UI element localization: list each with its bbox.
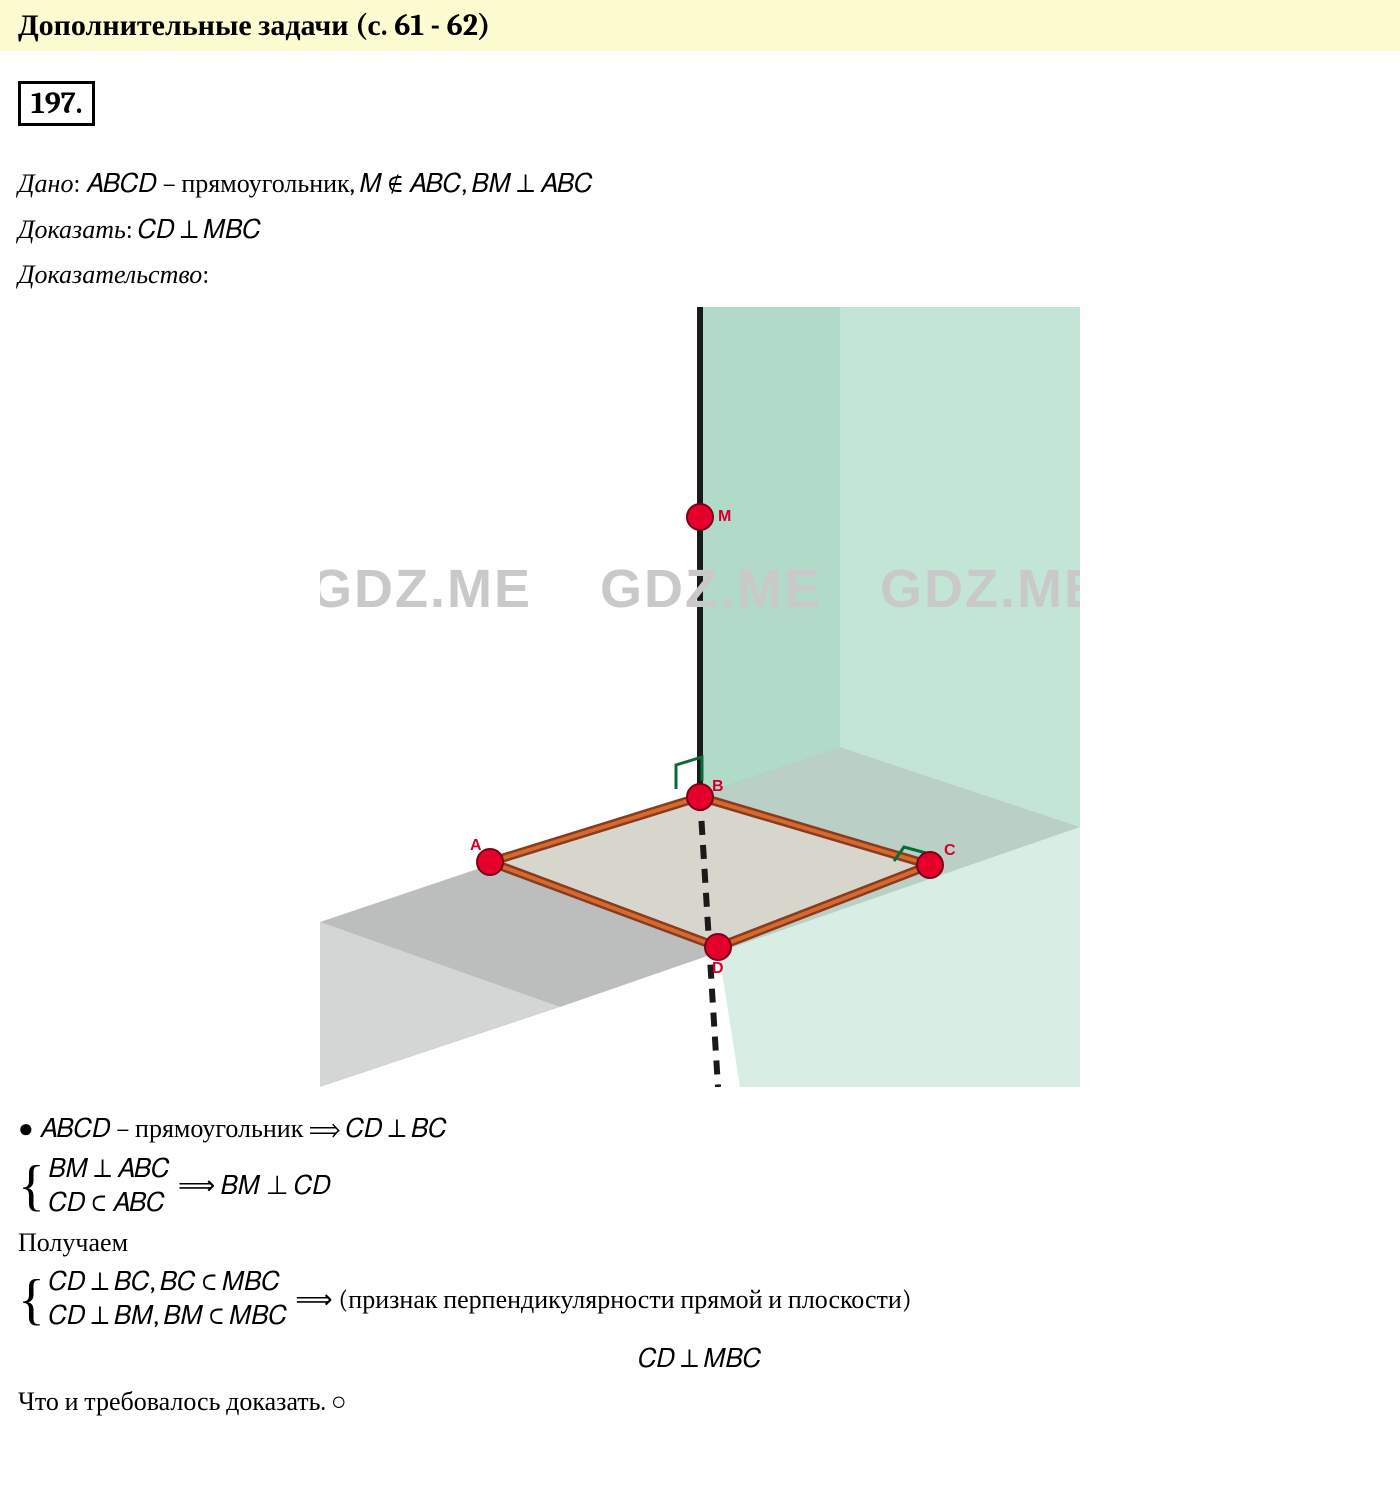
- got-text: Получаем: [18, 1228, 128, 1258]
- svg-text:M: M: [718, 508, 731, 525]
- brace-1-top: 𝐵𝑀 ⊥ 𝐴𝐵𝐶: [49, 1154, 170, 1184]
- geometry-figure: GDZ.ME GDZ.ME GDZ.ME A B C D M: [320, 307, 1080, 1087]
- proof-colon: :: [202, 260, 209, 290]
- prove-text: : 𝐶𝐷 ⊥ 𝑀𝐵𝐶: [126, 215, 261, 245]
- svg-text:GDZ.ME: GDZ.ME: [320, 559, 532, 619]
- brace-2-conclusion: ⟹ (признак перпендикулярности прямой и п…: [295, 1285, 911, 1315]
- prove-label: Доказать: [18, 215, 126, 245]
- svg-text:D: D: [712, 960, 724, 977]
- section-title: Дополнительные задачи (с. 61 - 62): [18, 8, 490, 43]
- brace-1-bot: 𝐶𝐷 ⊂ 𝐴𝐵𝐶: [49, 1188, 165, 1218]
- section-header: Дополнительные задачи (с. 61 - 62): [0, 0, 1400, 51]
- got-line: Получаем: [18, 1228, 1382, 1258]
- svg-text:C: C: [944, 842, 956, 859]
- svg-text:A: A: [470, 837, 482, 854]
- brace-2-top: 𝐶𝐷 ⊥ 𝐵𝐶, 𝐵𝐶 ⊂ 𝑀𝐵𝐶: [49, 1267, 280, 1297]
- brace-2-content: 𝐶𝐷 ⊥ 𝐵𝐶, 𝐵𝐶 ⊂ 𝑀𝐵𝐶 𝐶𝐷 ⊥ 𝐵𝑀, 𝐵𝑀 ⊂ 𝑀𝐵𝐶: [49, 1266, 287, 1334]
- svg-text:B: B: [712, 778, 724, 795]
- prove-line: Доказать: 𝐶𝐷 ⊥ 𝑀𝐵𝐶: [18, 210, 1382, 252]
- figure-container: GDZ.ME GDZ.ME GDZ.ME A B C D M: [18, 307, 1382, 1094]
- bullet-icon: ●: [18, 1114, 34, 1144]
- proof-line-1-text: 𝐴𝐵𝐶𝐷 – прямоугольник ⟹ 𝐶𝐷 ⊥ 𝐵𝐶: [34, 1114, 447, 1144]
- qed-text: Что и требовалось доказать. ○: [18, 1387, 347, 1417]
- content: 197. Дано: 𝐴𝐵𝐶𝐷 – прямоугольник, 𝑀 ∉ 𝐴𝐵𝐶…: [0, 81, 1400, 1437]
- qed-line: Что и требовалось доказать. ○: [18, 1387, 1382, 1417]
- brace-icon: {: [18, 1275, 45, 1325]
- final-statement: 𝐶𝐷 ⊥ 𝑀𝐵𝐶: [18, 1344, 1382, 1375]
- brace-block-1: { 𝐵𝑀 ⊥ 𝐴𝐵𝐶 𝐶𝐷 ⊂ 𝐴𝐵𝐶 ⟹ 𝐵𝑀 ⊥ 𝐶𝐷: [18, 1153, 1382, 1221]
- final-text: 𝐶𝐷 ⊥ 𝑀𝐵𝐶: [638, 1344, 761, 1374]
- proof-line-1: ● 𝐴𝐵𝐶𝐷 – прямоугольник ⟹ 𝐶𝐷 ⊥ 𝐵𝐶: [18, 1114, 1382, 1145]
- problem-number-text: 197.: [31, 86, 82, 121]
- svg-text:GDZ.ME: GDZ.ME: [880, 559, 1080, 619]
- given-label: Дано: [18, 169, 73, 199]
- proof-label: Доказательство: [18, 260, 202, 290]
- problem-number: 197.: [18, 81, 95, 126]
- brace-2-bot: 𝐶𝐷 ⊥ 𝐵𝑀, 𝐵𝑀 ⊂ 𝑀𝐵𝐶: [49, 1301, 287, 1331]
- brace-icon: {: [18, 1161, 45, 1211]
- brace-1-conclusion: ⟹ 𝐵𝑀 ⊥ 𝐶𝐷: [178, 1171, 331, 1202]
- brace-block-2: { 𝐶𝐷 ⊥ 𝐵𝐶, 𝐵𝐶 ⊂ 𝑀𝐵𝐶 𝐶𝐷 ⊥ 𝐵𝑀, 𝐵𝑀 ⊂ 𝑀𝐵𝐶 ⟹ …: [18, 1266, 1382, 1334]
- given-line: Дано: 𝐴𝐵𝐶𝐷 – прямоугольник, 𝑀 ∉ 𝐴𝐵𝐶, 𝐵𝑀 …: [18, 164, 1382, 206]
- proof-label-line: Доказательство:: [18, 255, 1382, 297]
- svg-text:GDZ.ME: GDZ.ME: [600, 559, 822, 619]
- brace-1-content: 𝐵𝑀 ⊥ 𝐴𝐵𝐶 𝐶𝐷 ⊂ 𝐴𝐵𝐶: [49, 1153, 170, 1221]
- given-text: : 𝐴𝐵𝐶𝐷 – прямоугольник, 𝑀 ∉ 𝐴𝐵𝐶, 𝐵𝑀 ⊥ 𝐴𝐵…: [73, 169, 592, 199]
